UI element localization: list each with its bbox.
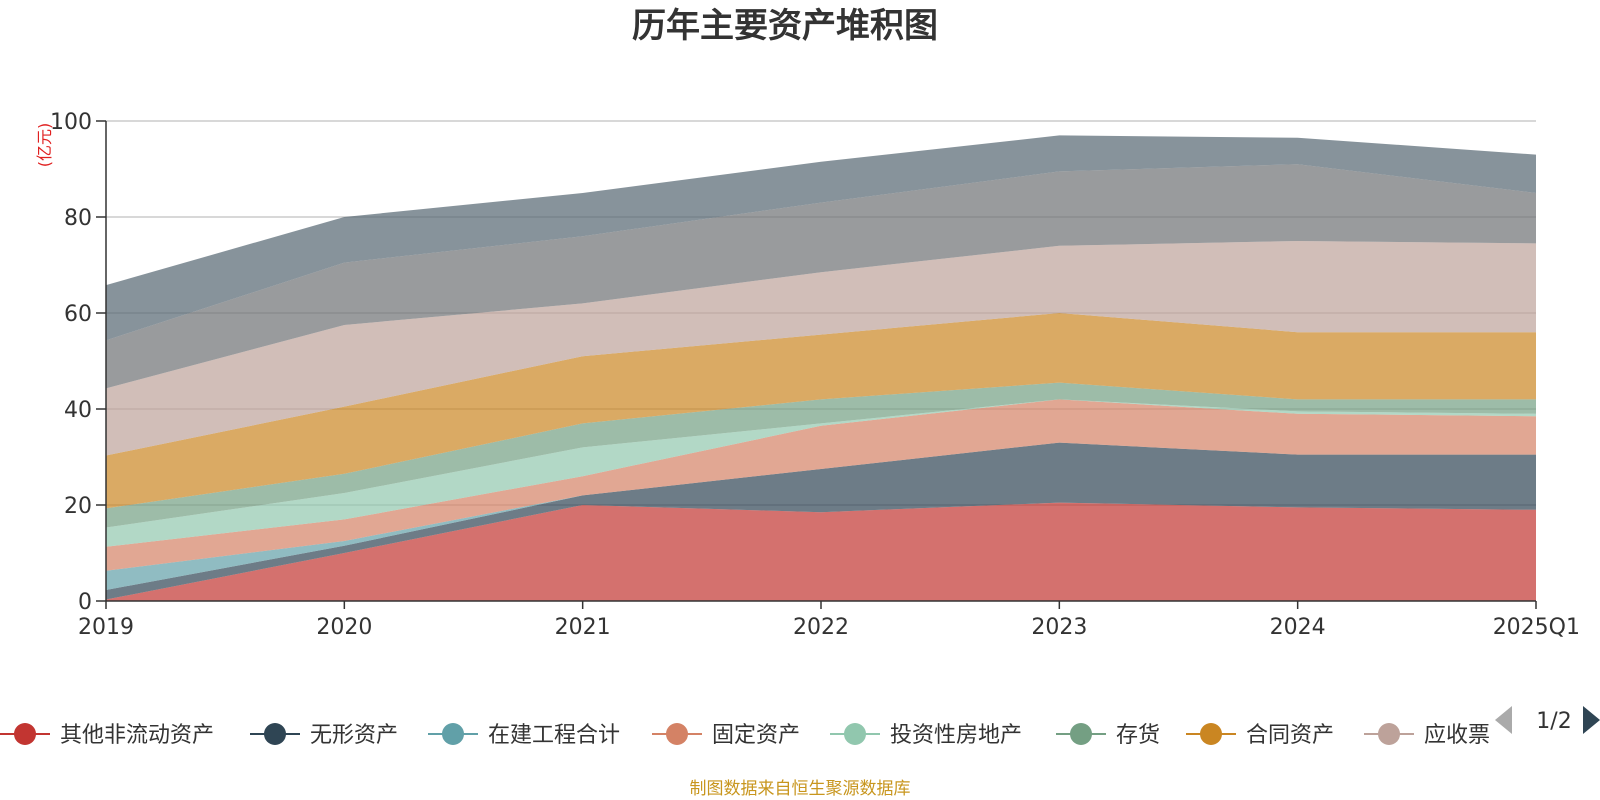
x-axis-ticks: 2019 2020 2021 2022 2023 2024 2025Q1 — [78, 601, 1580, 640]
area-series-固定资产 — [106, 399, 1536, 571]
legend-label: 合同资产 — [1246, 723, 1334, 748]
chart-title: 历年主要资产堆积图 — [632, 6, 938, 46]
legend-pager: 1/2 — [1495, 706, 1600, 734]
legend-label: 固定资产 — [712, 723, 800, 748]
y-tick-label: 40 — [64, 398, 92, 423]
legend-item-应收票据及应收账款[interactable]: 应收票 — [1364, 723, 1490, 748]
x-tick-label: 2025Q1 — [1493, 615, 1580, 640]
y-tick-label: 20 — [64, 494, 92, 519]
y-tick-label: 100 — [50, 110, 92, 135]
legend-item-合同资产[interactable]: 合同资产 — [1186, 723, 1334, 748]
x-tick-label: 2022 — [793, 615, 849, 640]
legend-item-无形资产[interactable]: 无形资产 — [250, 723, 398, 748]
legend-marker-icon — [666, 723, 688, 745]
legend-label: 无形资产 — [310, 723, 398, 748]
legend-marker-icon — [844, 723, 866, 745]
area-series-无形资产 — [106, 442, 1536, 600]
legend-label: 其他非流动资产 — [60, 723, 214, 748]
legend-label: 投资性房地产 — [890, 723, 1022, 748]
legend-item-在建工程合计[interactable]: 在建工程合计 — [428, 723, 620, 748]
area-series-应收票据及应收账款 — [106, 241, 1536, 456]
data-source-note: 制图数据来自恒生聚源数据库 — [690, 779, 911, 799]
legend-prev-page-icon[interactable] — [1495, 706, 1512, 734]
legend-label: 在建工程合计 — [488, 723, 620, 748]
x-tick-label: 2019 — [78, 615, 134, 640]
legend-label: 存货 — [1116, 723, 1160, 748]
legend-marker-icon — [1070, 723, 1092, 745]
legend-item-固定资产[interactable]: 固定资产 — [652, 723, 800, 748]
y-axis-ticks: 0 20 40 60 80 100 — [50, 110, 106, 615]
legend-marker-icon — [1378, 723, 1400, 745]
y-tick-label: 80 — [64, 206, 92, 231]
legend-item-其他非流动资产[interactable]: 其他非流动资产 — [0, 723, 214, 748]
area-series-其他资产 — [106, 135, 1536, 341]
x-tick-label: 2024 — [1270, 615, 1326, 640]
area-series — [106, 135, 1536, 601]
x-tick-label: 2023 — [1031, 615, 1087, 640]
area-series-货币资金 — [106, 164, 1536, 389]
legend-next-page-icon[interactable] — [1583, 706, 1600, 734]
y-tick-label: 60 — [64, 302, 92, 327]
legend-marker-icon — [1200, 723, 1222, 745]
area-series-合同资产 — [106, 313, 1536, 509]
area-series-投资性房地产 — [106, 399, 1536, 547]
y-tick-label: 0 — [78, 590, 92, 615]
legend-marker-icon — [442, 723, 464, 745]
legend-item-存货[interactable]: 存货 — [1056, 723, 1160, 748]
area-series-其他非流动资产 — [106, 502, 1536, 601]
x-tick-label: 2020 — [316, 615, 372, 640]
legend: 其他非流动资产 无形资产 在建工程合计 固定资产 投资性房地产 存货 合同资产 应收票 — [0, 723, 1490, 748]
legend-label: 应收票 — [1424, 723, 1490, 748]
legend-marker-icon — [14, 723, 36, 745]
area-series-存货 — [106, 382, 1536, 528]
legend-page-indicator: 1/2 — [1536, 709, 1571, 734]
legend-marker-icon — [264, 723, 286, 745]
x-tick-label: 2021 — [555, 615, 611, 640]
y-axis-unit-label: (亿元) — [35, 123, 54, 168]
legend-item-投资性房地产[interactable]: 投资性房地产 — [830, 723, 1022, 748]
